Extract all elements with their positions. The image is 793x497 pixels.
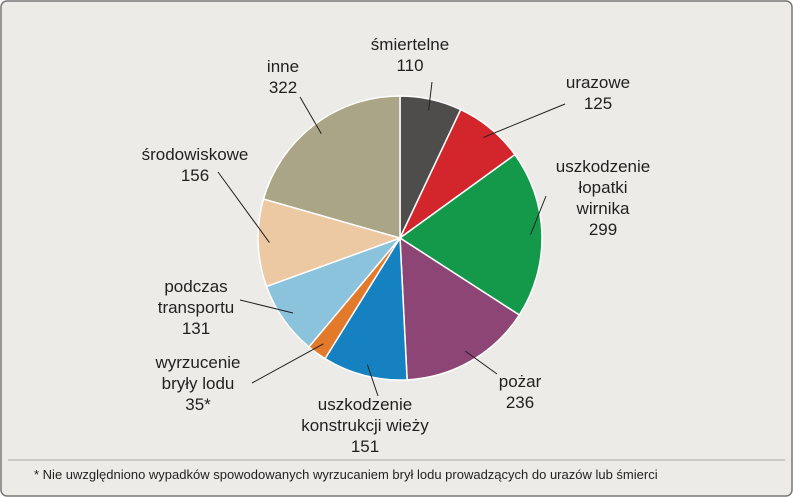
label-line: uszkodzenie <box>318 395 413 414</box>
value-label: 156 <box>181 166 209 185</box>
leader-line <box>217 171 270 243</box>
pie-slice <box>257 198 403 288</box>
leader-line <box>530 195 547 235</box>
value-label: 322 <box>269 78 297 97</box>
slice-label: pożar <box>499 372 542 391</box>
label-line: transportu <box>158 298 235 317</box>
value-label: 236 <box>506 393 534 412</box>
label-line: podczas <box>164 277 227 296</box>
leader-line <box>465 350 498 375</box>
label-line: uszkodzenie <box>556 157 651 176</box>
pie-slice <box>262 95 401 239</box>
pie-slice <box>399 236 521 381</box>
footnote: * Nie uwzględniono wypadków spowodowanyc… <box>34 467 658 482</box>
leader-line <box>299 96 322 134</box>
value-label: 131 <box>182 319 210 338</box>
pie-slice <box>398 153 543 317</box>
value-label: 35* <box>185 395 211 414</box>
leader-line <box>366 364 379 397</box>
value-label: 151 <box>351 437 379 456</box>
leader-line <box>428 81 433 111</box>
label-line: wyrzucenie <box>154 353 240 372</box>
value-label: 299 <box>589 220 617 239</box>
value-label: 125 <box>584 94 612 113</box>
label-line: śmiertelne <box>371 35 449 54</box>
leader-line <box>239 299 294 314</box>
slice-label: środowiskowe <box>142 145 249 164</box>
leader-line <box>483 103 566 138</box>
label-line: łopatki <box>578 178 627 197</box>
label-line: urazowe <box>566 73 630 92</box>
leader-line <box>251 343 324 384</box>
pie-slice <box>324 235 408 381</box>
slice-label: uszkodzenie konstrukcji wieży <box>301 395 429 435</box>
label-line: konstrukcji wieży <box>301 416 429 435</box>
slice-label: inne <box>267 57 299 76</box>
label-line: inne <box>267 57 299 76</box>
slice-label: śmiertelne <box>371 35 449 54</box>
label-line: pożar <box>499 372 542 391</box>
label-line: wirnika <box>576 199 630 218</box>
value-label: 110 <box>396 56 423 75</box>
slice-label: urazowe <box>566 73 630 92</box>
label-line: środowiskowe <box>142 145 249 164</box>
slice-label: podczas transportu <box>158 277 235 317</box>
label-line: bryły lodu <box>162 374 235 393</box>
slice-label: uszkodzenie łopatki wirnika <box>556 157 651 218</box>
slice-label: wyrzucenie bryły lodu <box>154 353 240 393</box>
